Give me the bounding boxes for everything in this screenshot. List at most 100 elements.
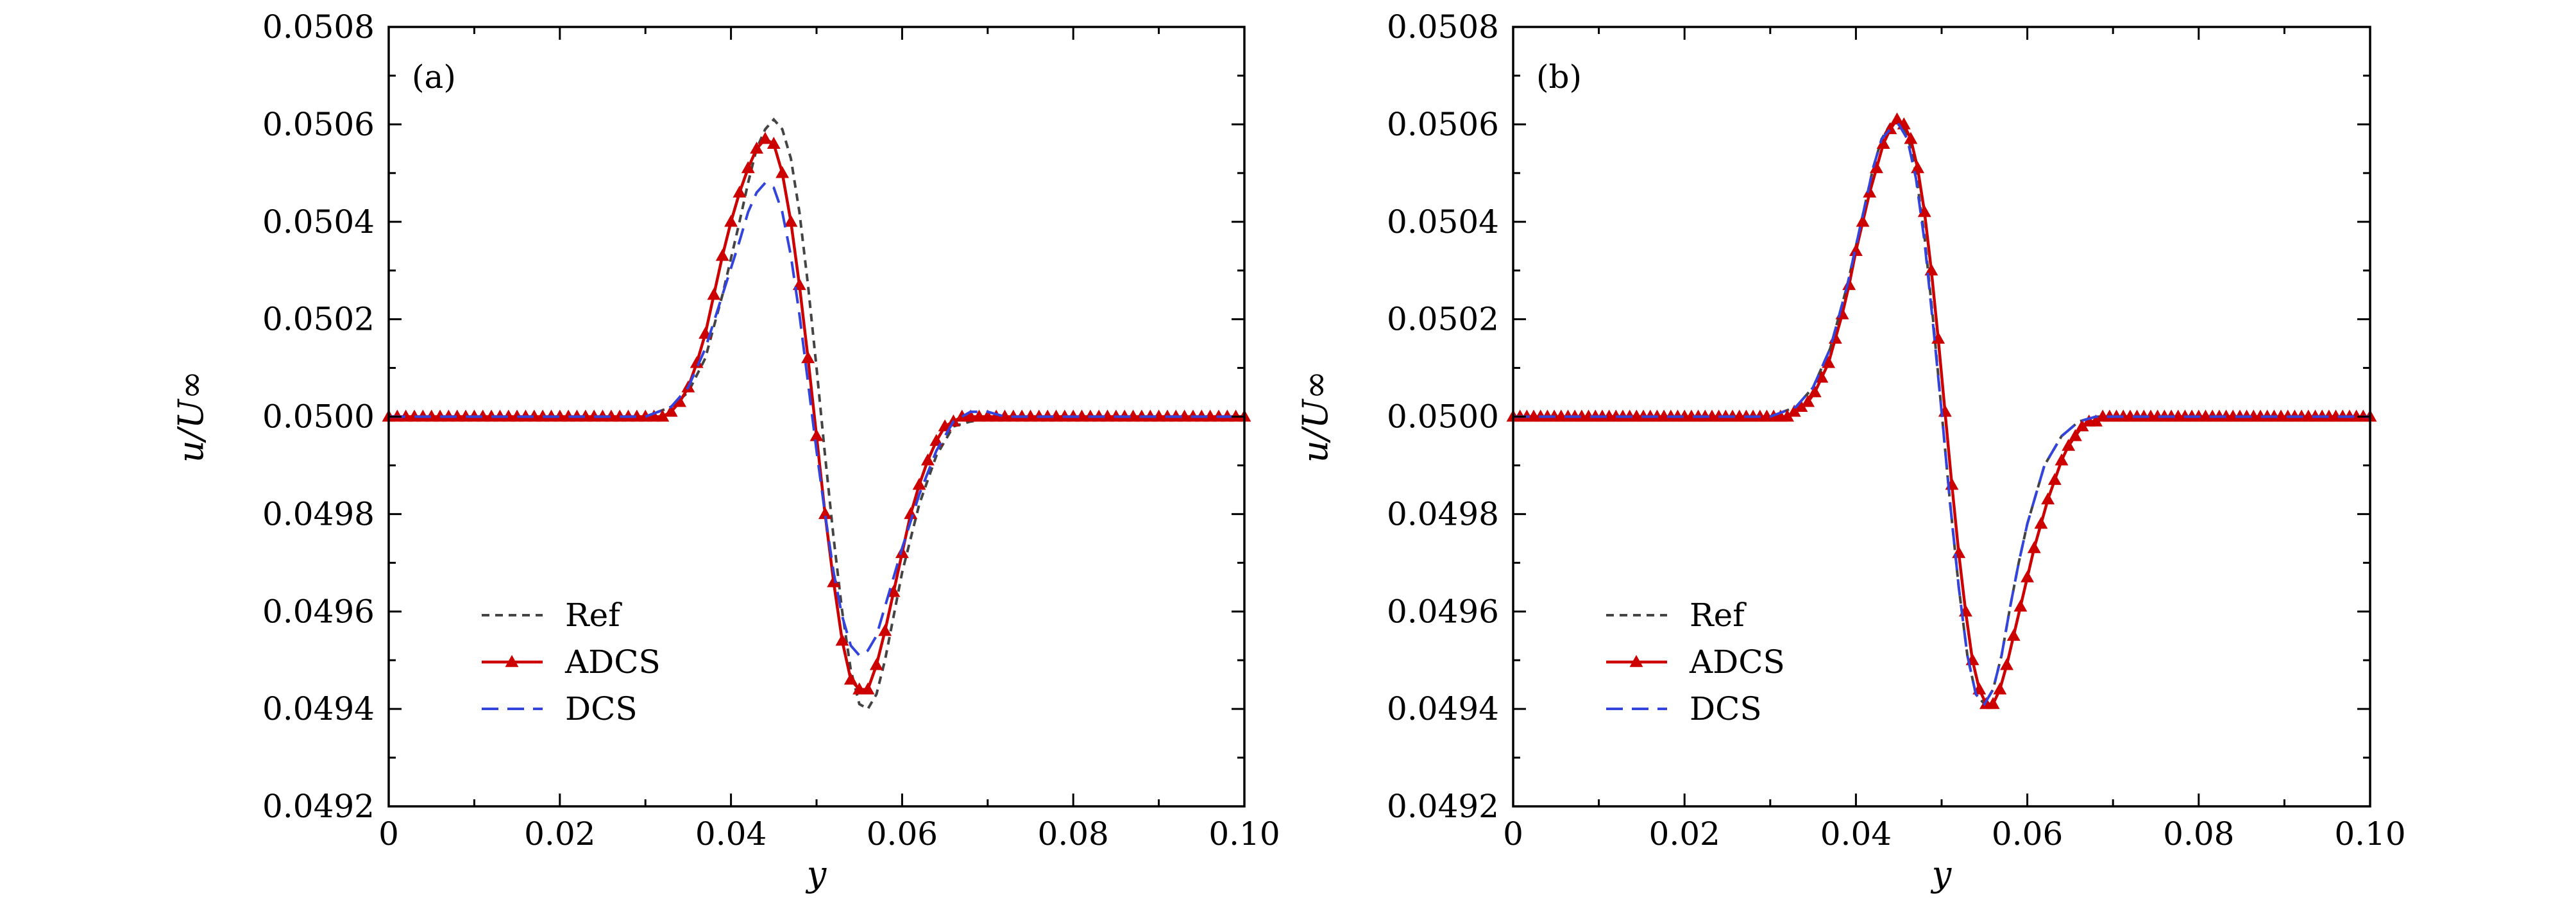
x-tick-label: 0.04 [1820, 815, 1892, 853]
y-tick-label: 0.0500 [262, 398, 375, 436]
x-tick-label: 0.06 [1992, 815, 2063, 853]
y-tick-label: 0.0492 [1387, 788, 1499, 825]
data-point-adcs [502, 409, 516, 422]
legend-label-dcs: DCS [1690, 690, 1762, 727]
data-point-adcs [425, 409, 439, 422]
y-axis-title: u/U∞ [171, 371, 211, 463]
data-point-adcs [852, 682, 867, 695]
data-point-adcs [2006, 629, 2021, 641]
data-point-adcs [818, 507, 832, 520]
x-axis-title: y [1931, 854, 1953, 894]
x-tick-label: 0.08 [2163, 815, 2234, 853]
legend-label-ref: Ref [565, 597, 622, 634]
y-axis-title: u/U∞ [1295, 371, 1335, 463]
data-point-adcs [1229, 409, 1243, 422]
series-line-dcs [389, 181, 1244, 658]
data-point-adcs [981, 409, 995, 422]
data-point-adcs [2021, 570, 2035, 582]
data-point-adcs [527, 409, 541, 422]
data-point-adcs [1024, 409, 1037, 422]
y-tick-label: 0.0502 [1387, 301, 1499, 338]
data-point-adcs [2013, 599, 2028, 612]
y-tick-label: 0.0508 [1387, 8, 1499, 46]
data-point-adcs [1904, 132, 1918, 144]
data-point-adcs [989, 409, 1003, 422]
x-axis-title: y [806, 854, 827, 894]
legend: Ref ADCS DCS [482, 597, 661, 727]
legend: Ref ADCS DCS [1606, 597, 1785, 727]
data-point-adcs [656, 409, 670, 422]
y-tick-label: 0.0502 [262, 301, 375, 338]
data-point-adcs [1924, 263, 1938, 276]
data-point-adcs [1049, 409, 1063, 422]
legend-label-adcs: ADCS [564, 643, 661, 681]
chart-panel-a: 0 0.02 0.04 0.06 0.08 0.10 0.0492 0.0494 0.0496 0… [171, 8, 1280, 894]
data-point-adcs [1178, 409, 1192, 422]
series-line-dcs [1513, 123, 2370, 706]
data-point-adcs [827, 575, 841, 588]
data-point-adcs [1917, 205, 1931, 217]
data-point-adcs [2047, 473, 2062, 485]
data-point-adcs [1815, 370, 1829, 383]
data-point-adcs [2027, 541, 2041, 554]
data-point-adcs [1203, 409, 1217, 422]
data-point-adcs [758, 132, 772, 144]
x-tick-label: 0.08 [1038, 815, 1109, 853]
x-tick-label: 0.04 [695, 815, 767, 853]
data-point-adcs [1794, 400, 1808, 412]
y-tick-label: 0.0506 [1387, 106, 1499, 143]
data-point-adcs [843, 672, 858, 685]
data-point-adcs [767, 137, 781, 149]
legend-marker [1629, 655, 1643, 667]
data-point-adcs [715, 248, 729, 261]
data-point-adcs [2068, 429, 2082, 441]
x-tick-label: 0.10 [2334, 815, 2405, 853]
data-point-adcs [750, 141, 764, 154]
data-point-adcs [2062, 439, 2076, 451]
x-tick-label: 0.06 [867, 815, 938, 853]
y-tick-label: 0.0504 [262, 203, 375, 241]
data-point-adcs [647, 409, 661, 422]
panel-label: (a) [412, 58, 456, 96]
data-point-adcs [972, 409, 986, 422]
legend-label-ref: Ref [1690, 597, 1747, 634]
data-point-adcs [775, 166, 790, 178]
panel-label: (b) [1536, 58, 1582, 96]
data-point-adcs [1870, 161, 1883, 173]
data-point-adcs [1863, 185, 1877, 198]
data-point-adcs [724, 214, 738, 227]
data-point-adcs [741, 161, 755, 173]
data-point-adcs [1781, 409, 1794, 422]
data-point-adcs [1849, 244, 1863, 257]
data-point-adcs [579, 409, 593, 422]
data-point-adcs [1993, 682, 2007, 695]
data-point-adcs [963, 409, 978, 422]
series-line-ref [1513, 117, 2370, 706]
legend-label-dcs: DCS [565, 690, 638, 727]
data-point-adcs [450, 409, 464, 422]
x-tick-label: 0.10 [1208, 815, 1280, 853]
data-point-adcs [2034, 516, 2048, 529]
data-point-adcs [878, 624, 892, 636]
data-point-adcs [2041, 492, 2055, 505]
data-point-adcs [920, 453, 935, 466]
y-tick-label: 0.0494 [262, 690, 375, 727]
y-tick-label: 0.0492 [262, 788, 375, 825]
y-tick-label: 0.0496 [262, 593, 375, 630]
data-point-adcs [904, 507, 918, 520]
x-tick-label: 0.02 [1649, 815, 1720, 853]
data-point-adcs [1787, 404, 1801, 417]
data-point-adcs [604, 409, 618, 422]
data-point-adcs [1101, 409, 1115, 422]
x-tick-label: 0 [378, 815, 399, 853]
data-point-adcs [553, 409, 567, 422]
data-point-adcs [1856, 214, 1870, 227]
x-tick-label: 0 [1503, 815, 1523, 853]
data-point-adcs [1126, 409, 1140, 422]
data-point-adcs [1801, 395, 1815, 407]
data-point-adcs [912, 477, 926, 490]
data-point-adcs [1152, 409, 1166, 422]
data-point-adcs [2075, 419, 2089, 432]
data-point-adcs [707, 287, 721, 300]
